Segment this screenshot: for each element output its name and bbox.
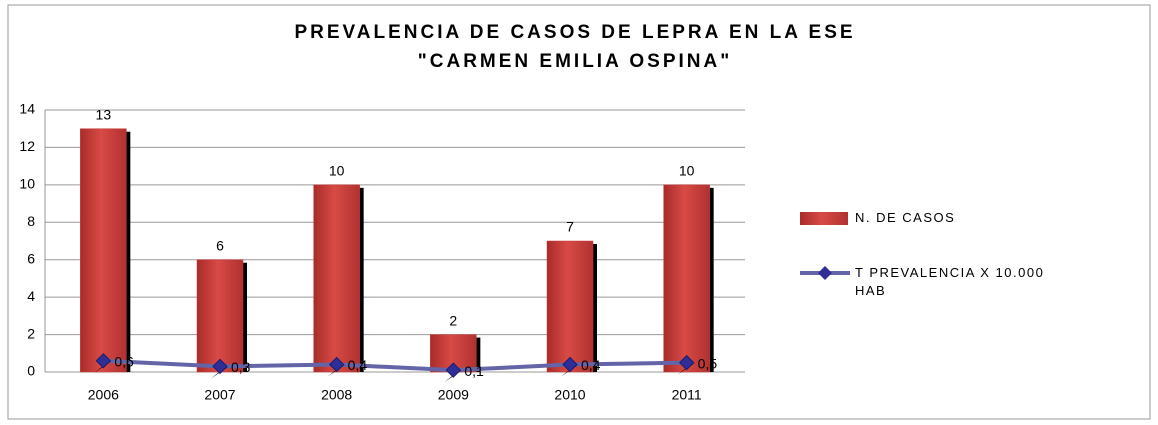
marker <box>445 362 462 378</box>
bar <box>663 184 710 373</box>
bar <box>313 184 360 373</box>
legend-key <box>800 212 848 225</box>
data-label: 10 <box>329 163 345 179</box>
chart-title: "CARMEN EMILIA OSPINA" <box>418 51 732 72</box>
data-label: 0,3 <box>231 359 251 375</box>
data-label: 0,4 <box>348 357 368 373</box>
x-tick-label: 2011 <box>672 387 702 403</box>
line <box>103 358 687 373</box>
data-label: 0,4 <box>581 357 601 373</box>
y-tick-label: 14 <box>19 101 35 117</box>
x-tick-label: 2010 <box>554 387 585 403</box>
x-tick-label: 2006 <box>88 387 119 403</box>
marker <box>678 354 695 371</box>
y-tick-label: 12 <box>19 138 35 154</box>
marker <box>562 356 578 373</box>
y-tick-label: 0 <box>27 363 35 379</box>
marker <box>212 358 228 375</box>
data-label: 0,6 <box>114 353 134 369</box>
y-tick-label: 4 <box>27 288 35 304</box>
data-label: 0,1 <box>464 363 484 379</box>
bar <box>546 240 594 373</box>
bar <box>196 259 244 373</box>
bar <box>80 128 127 373</box>
y-tick-label: 6 <box>27 250 35 266</box>
data-label: 10 <box>679 163 695 179</box>
x-tick-label: 2008 <box>321 387 352 403</box>
legend-label: N. DE CASOS <box>855 210 956 225</box>
marker <box>95 353 112 369</box>
y-tick-label: 8 <box>27 213 35 229</box>
data-label: 6 <box>216 237 224 253</box>
legend-label: T PREVALENCIA X 10.000 HAB <box>855 265 1045 298</box>
marker <box>328 356 345 373</box>
x-tick-label: 2009 <box>438 387 469 403</box>
y-tick-label: 2 <box>27 325 35 341</box>
data-label: 0,5 <box>698 355 718 371</box>
chart-title: PREVALENCIA DE CASOS DE LEPRA EN LA ESE <box>294 22 855 43</box>
y-tick-label: 10 <box>19 176 35 192</box>
legend-key <box>818 266 832 280</box>
data-label: 7 <box>566 219 574 235</box>
data-label: 2 <box>449 312 457 328</box>
x-tick-label: 2007 <box>204 387 235 403</box>
data-label: 13 <box>96 106 112 122</box>
chart-border <box>7 4 1151 420</box>
